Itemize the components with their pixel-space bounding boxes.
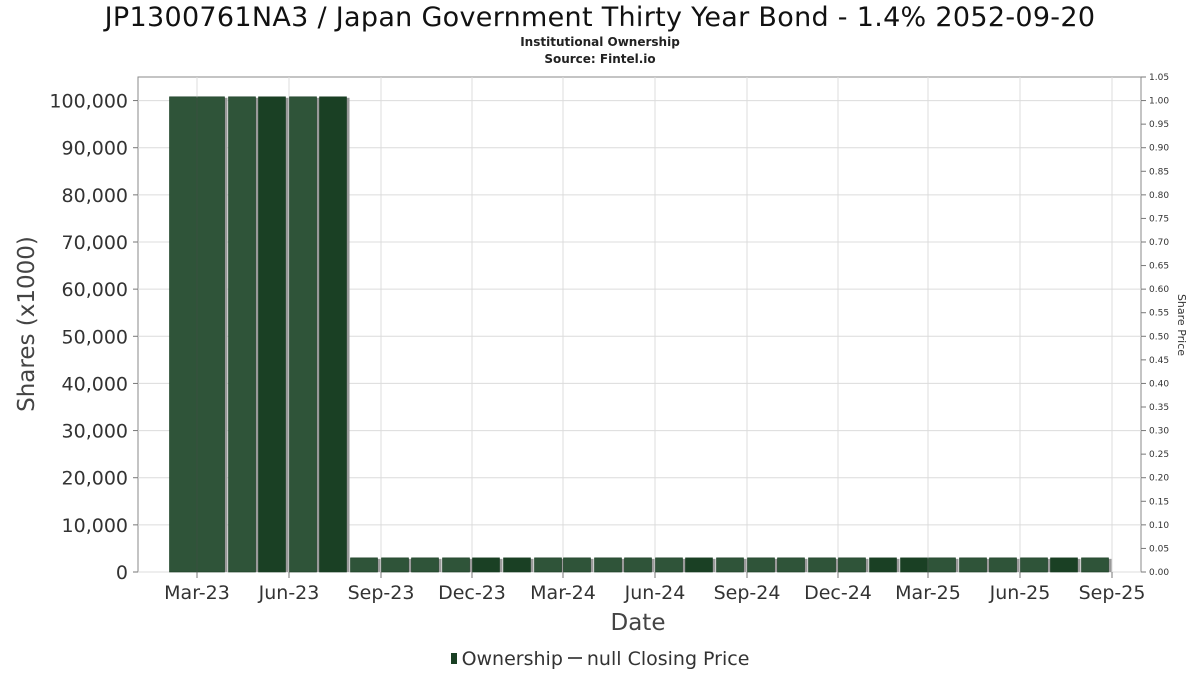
x-tick-label: Jun-25 <box>989 582 1051 604</box>
x-tick-label: Mar-23 <box>164 582 230 604</box>
ownership-bar <box>747 557 775 573</box>
ownership-bar <box>534 557 562 573</box>
ownership-bar <box>594 557 622 573</box>
x-tick-label: Dec-24 <box>804 582 872 604</box>
y2-tick-label: 0.40 <box>1149 379 1169 389</box>
ownership-bar <box>503 557 531 573</box>
closing-price-legend-line <box>567 657 582 659</box>
y-tick-label: 40,000 <box>62 373 128 395</box>
y2-tick-label: 0.80 <box>1149 191 1169 201</box>
x-tick-label: Sep-25 <box>1079 582 1146 604</box>
ownership-bar <box>563 557 591 573</box>
ownership-bar <box>411 557 439 573</box>
ownership-bar <box>838 557 866 573</box>
y2-tick-label: 0.30 <box>1149 427 1169 437</box>
y-tick-label: 90,000 <box>62 138 128 160</box>
chart-subtitle: Institutional Ownership <box>520 35 680 49</box>
y2-tick-label: 0.60 <box>1149 285 1169 295</box>
y2-tick-label: 0.20 <box>1149 474 1169 484</box>
ownership-bar <box>1081 557 1109 573</box>
ownership-bar <box>624 557 652 573</box>
ownership-bar <box>197 96 225 573</box>
x-tick-label: Jun-23 <box>258 582 320 604</box>
ownership-bar <box>777 557 805 573</box>
y2-tick-label: 1.05 <box>1149 73 1169 83</box>
x-tick-label: Dec-23 <box>438 582 506 604</box>
x-axis-title: Date <box>611 610 666 636</box>
x-tick-label: Mar-24 <box>530 582 596 604</box>
ownership-bar <box>228 96 256 573</box>
chart-title: JP1300761NA3 / Japan Government Thirty Y… <box>104 2 1096 33</box>
ownership-bar <box>258 96 286 573</box>
y-tick-label: 100,000 <box>49 91 128 113</box>
y-tick-label: 80,000 <box>62 185 128 207</box>
y2-tick-label: 0.55 <box>1149 309 1169 319</box>
ownership-bar <box>472 557 500 573</box>
y-tick-label: 0 <box>116 562 128 584</box>
x-tick-label: Sep-24 <box>714 582 781 604</box>
y-tick-label: 50,000 <box>62 326 128 348</box>
y2-tick-label: 0.15 <box>1149 497 1169 507</box>
ownership-bar <box>381 557 409 573</box>
y-tick-label: 10,000 <box>62 515 128 537</box>
chart-source: Source: Fintel.io <box>544 52 656 66</box>
ownership-bar <box>989 557 1017 573</box>
y-tick-label: 70,000 <box>62 232 128 254</box>
ownership-bar <box>655 557 683 573</box>
y2-tick-label: 0.10 <box>1149 521 1169 531</box>
legend-ownership-label: Ownership <box>461 648 563 670</box>
ownership-bar <box>959 557 987 573</box>
ownership-bar <box>928 557 956 573</box>
ownership-bar <box>808 557 836 573</box>
ownership-bar <box>869 557 897 573</box>
y2-axis-title: Share Price <box>1175 294 1188 356</box>
ownership-bar <box>685 557 713 573</box>
ownership-bar <box>1020 557 1048 573</box>
y2-tick-label: 0.25 <box>1149 450 1169 460</box>
y-tick-label: 60,000 <box>62 279 128 301</box>
y2-tick-label: 0.85 <box>1149 167 1169 177</box>
y2-tick-label: 0.70 <box>1149 238 1169 248</box>
x-tick-label: Mar-25 <box>895 582 961 604</box>
ownership-bar <box>1050 557 1078 573</box>
y2-tick-label: 0.45 <box>1149 356 1169 366</box>
y-tick-label: 30,000 <box>62 421 128 443</box>
y2-tick-label: 0.75 <box>1149 214 1169 224</box>
ownership-bar <box>319 96 347 573</box>
x-tick-label: Sep-23 <box>348 582 415 604</box>
y2-tick-label: 0.35 <box>1149 403 1169 413</box>
ownership-bar <box>442 557 470 573</box>
y2-tick-label: 1.00 <box>1149 97 1169 107</box>
y2-tick-label: 0.50 <box>1149 332 1169 342</box>
y2-tick-label: 0.95 <box>1149 120 1169 130</box>
y2-tick-label: 0.00 <box>1149 568 1169 578</box>
ownership-bar <box>289 96 317 573</box>
y2-tick-label: 0.65 <box>1149 262 1169 272</box>
y-axis-title: Shares (x1000) <box>14 236 40 412</box>
y2-tick-label: 0.90 <box>1149 144 1169 154</box>
ownership-bar <box>169 96 197 573</box>
ownership-bar <box>716 557 744 573</box>
y2-tick-label: 0.05 <box>1149 544 1169 554</box>
ownership-legend-swatch <box>450 653 457 664</box>
y-tick-label: 20,000 <box>62 468 128 490</box>
ownership-bar <box>900 557 928 573</box>
chart-legend: Ownership null Closing Price <box>0 648 1200 670</box>
x-tick-label: Jun-24 <box>624 582 686 604</box>
ownership-bar <box>350 557 378 573</box>
legend-closing-price-label: null Closing Price <box>586 648 750 670</box>
